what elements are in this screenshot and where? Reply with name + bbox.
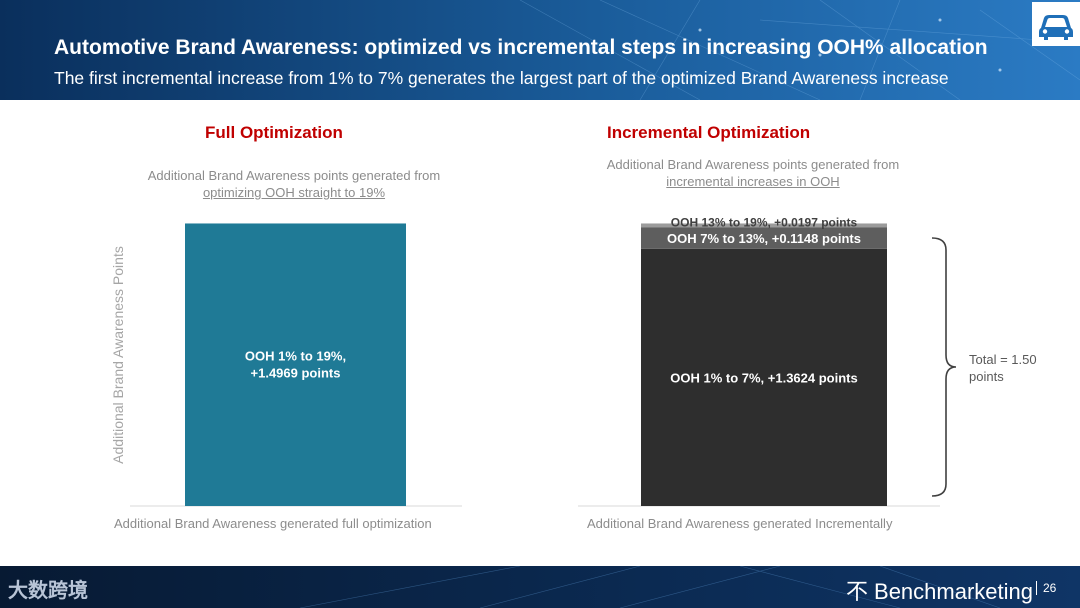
network-lines-decoration bbox=[519, 0, 1080, 100]
left-x-caption: Additional Brand Awareness generated ful… bbox=[114, 516, 432, 531]
incremental-optimization-chart: OOH 1% to 7%, +1.3624 points OOH 7% to 13… bbox=[641, 216, 887, 506]
full-optimization-chart: OOH 1% to 19%, +1.4969 points bbox=[185, 223, 406, 506]
bar-ooh-1-19 bbox=[185, 223, 406, 506]
desc-line: Additional Brand Awareness points genera… bbox=[606, 157, 900, 172]
bar-label-line: OOH 1% to 19%, bbox=[245, 349, 346, 364]
segment-label-1: OOH 7% to 13%, +0.1148 points bbox=[667, 231, 861, 246]
stack-segment-1 bbox=[641, 227, 887, 249]
watermark-text: 大数跨境 bbox=[8, 580, 88, 602]
segment-label-0: OOH 1% to 7%, +1.3624 points bbox=[670, 370, 857, 385]
brand-mark-icon: 不 bbox=[846, 579, 869, 604]
stack-segment-2 bbox=[641, 223, 887, 228]
footer-bar: 大数跨境 不 Benchmarketing 26 bbox=[0, 566, 1080, 608]
page-subtitle: The first incremental increase from 1% t… bbox=[54, 68, 949, 88]
desc-underlined-line: optimizing OOH straight to 19% bbox=[202, 185, 386, 200]
brand-name: Benchmarketing bbox=[874, 579, 1033, 604]
incremental-optimization-description: Additional Brand Awareness points genera… bbox=[563, 156, 943, 190]
stack-segment-0 bbox=[641, 248, 887, 506]
page-title: Automotive Brand Awareness: optimized vs… bbox=[54, 36, 988, 59]
header-banner: Automotive Brand Awareness: optimized vs… bbox=[0, 0, 1080, 100]
right-x-caption: Additional Brand Awareness generated Inc… bbox=[587, 516, 893, 531]
segment-label-2: OOH 13% to 19%, +0.0197 points bbox=[671, 216, 858, 230]
full-optimization-title: Full Optimization bbox=[205, 123, 343, 142]
bar-label-line: +1.4969 points bbox=[251, 366, 341, 381]
page-number: 26 bbox=[1036, 581, 1056, 595]
brand-logo: 不 Benchmarketing bbox=[846, 574, 1033, 606]
full-optimization-description: Additional Brand Awareness points genera… bbox=[104, 167, 484, 201]
total-line: Total = 1.50 bbox=[969, 352, 1037, 367]
desc-line: Additional Brand Awareness points genera… bbox=[147, 168, 441, 183]
total-annotation: Total = 1.50 points bbox=[969, 351, 1059, 385]
footer-lines-decoration bbox=[299, 566, 1001, 608]
desc-underlined-line: incremental increases in OOH bbox=[666, 174, 840, 189]
total-brace bbox=[931, 237, 957, 497]
watermark-logo: 大数跨境 bbox=[8, 574, 88, 603]
total-line: points bbox=[969, 369, 1004, 384]
incremental-optimization-title: Incremental Optimization bbox=[607, 123, 811, 142]
car-icon bbox=[1032, 2, 1080, 46]
